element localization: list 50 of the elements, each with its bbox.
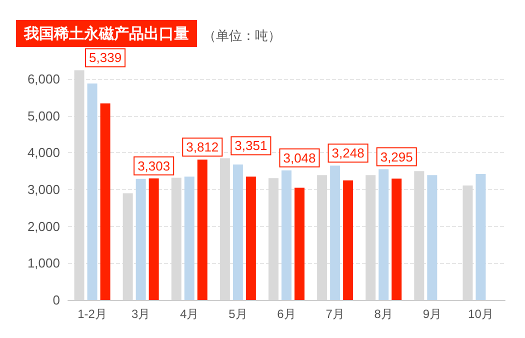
y-tick-label: 3,000 (27, 182, 60, 198)
x-tick-label: 7月 (326, 307, 344, 321)
bar (392, 178, 402, 300)
x-tick-label: 5月 (228, 307, 248, 321)
y-tick-label: 1,000 (27, 256, 60, 271)
data-label: 5,339 (89, 50, 122, 66)
bar (343, 180, 354, 300)
chart-title: 我国稀土永磁产品出口量 (23, 24, 189, 42)
y-tick-label: 2,000 (27, 218, 60, 234)
bar (74, 70, 84, 300)
bar (184, 176, 194, 300)
bar (366, 175, 376, 300)
data-label: 3,295 (380, 149, 413, 164)
bar (136, 178, 146, 300)
data-label: 3,048 (283, 150, 316, 166)
data-label: 3,351 (234, 138, 268, 154)
bar (268, 178, 278, 300)
y-tick-label: 5,000 (27, 108, 60, 124)
x-tick-label: 9月 (422, 307, 442, 321)
y-tick-label: 4,000 (27, 145, 60, 160)
bar (87, 83, 98, 300)
bar (317, 175, 328, 300)
bar (220, 158, 230, 300)
bar (294, 188, 304, 300)
bar (171, 178, 182, 300)
bar (330, 166, 340, 300)
data-label: 3,303 (138, 158, 170, 174)
bar (246, 176, 256, 300)
bar (100, 103, 110, 300)
data-label: 3,812 (186, 140, 219, 155)
y-tick-label: 6,000 (27, 72, 60, 87)
x-tick-label: 10月 (468, 307, 494, 321)
bar (427, 175, 438, 300)
x-tick-label: 6月 (277, 307, 296, 321)
bar (282, 170, 292, 300)
x-tick-label: 4月 (180, 307, 199, 321)
bar (462, 185, 473, 300)
y-tick-label: 0 (52, 292, 60, 308)
data-label: 3,248 (332, 146, 364, 161)
bar (148, 178, 159, 300)
bar (414, 171, 424, 300)
bar (122, 193, 133, 300)
chart-subtitle: （单位：吨） (203, 29, 281, 44)
bar (197, 160, 208, 300)
x-tick-label: 8月 (374, 307, 393, 321)
bar (476, 174, 486, 300)
x-tick-label: 1-2月 (78, 307, 107, 321)
x-tick-label: 3月 (131, 307, 150, 321)
bar (378, 169, 389, 300)
bar (232, 164, 243, 300)
